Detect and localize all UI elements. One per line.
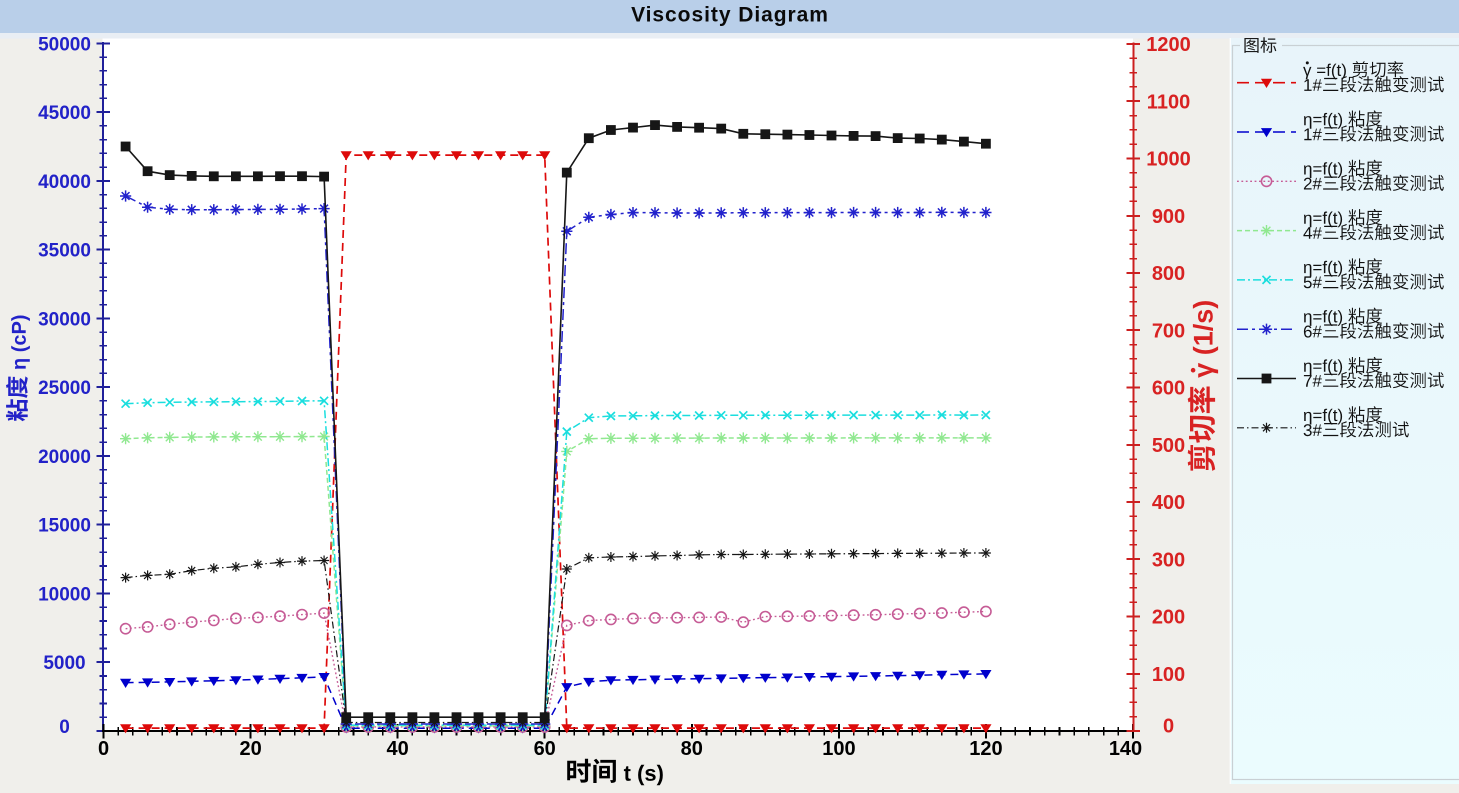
svg-text:800: 800 — [1152, 263, 1185, 285]
svg-text:1000: 1000 — [1146, 149, 1191, 171]
svg-text:140: 140 — [1109, 738, 1142, 760]
svg-text:700: 700 — [1152, 320, 1185, 342]
svg-text:5000: 5000 — [43, 653, 85, 674]
svg-text:300: 300 — [1152, 550, 1185, 572]
svg-text:0: 0 — [1163, 716, 1174, 738]
svg-text:Viscosity Diagram: Viscosity Diagram — [631, 4, 829, 27]
svg-text:30000: 30000 — [38, 309, 91, 330]
svg-text:100: 100 — [822, 738, 855, 760]
svg-text:0: 0 — [59, 717, 70, 738]
svg-text:200: 200 — [1152, 607, 1185, 629]
svg-text:60: 60 — [534, 738, 556, 760]
svg-text:10000: 10000 — [38, 585, 91, 606]
svg-text:50000: 50000 — [38, 34, 91, 55]
svg-text:45000: 45000 — [38, 103, 91, 124]
svg-text:20: 20 — [239, 738, 261, 760]
svg-text:600: 600 — [1152, 378, 1185, 400]
svg-text:1200: 1200 — [1146, 34, 1191, 56]
svg-text:80: 80 — [681, 738, 703, 760]
svg-text:1100: 1100 — [1147, 92, 1190, 114]
svg-text:400: 400 — [1152, 492, 1185, 514]
svg-text:15000: 15000 — [38, 516, 91, 537]
svg-text:40000: 40000 — [38, 172, 91, 193]
svg-text:40: 40 — [386, 738, 408, 760]
svg-text:35000: 35000 — [38, 241, 91, 262]
svg-text:120: 120 — [969, 738, 1002, 760]
svg-text:900: 900 — [1152, 206, 1185, 228]
svg-text:25000: 25000 — [38, 378, 91, 399]
svg-text:20000: 20000 — [38, 447, 91, 468]
svg-text:0: 0 — [98, 738, 109, 760]
svg-text:500: 500 — [1152, 435, 1185, 457]
svg-text:100: 100 — [1152, 664, 1185, 686]
